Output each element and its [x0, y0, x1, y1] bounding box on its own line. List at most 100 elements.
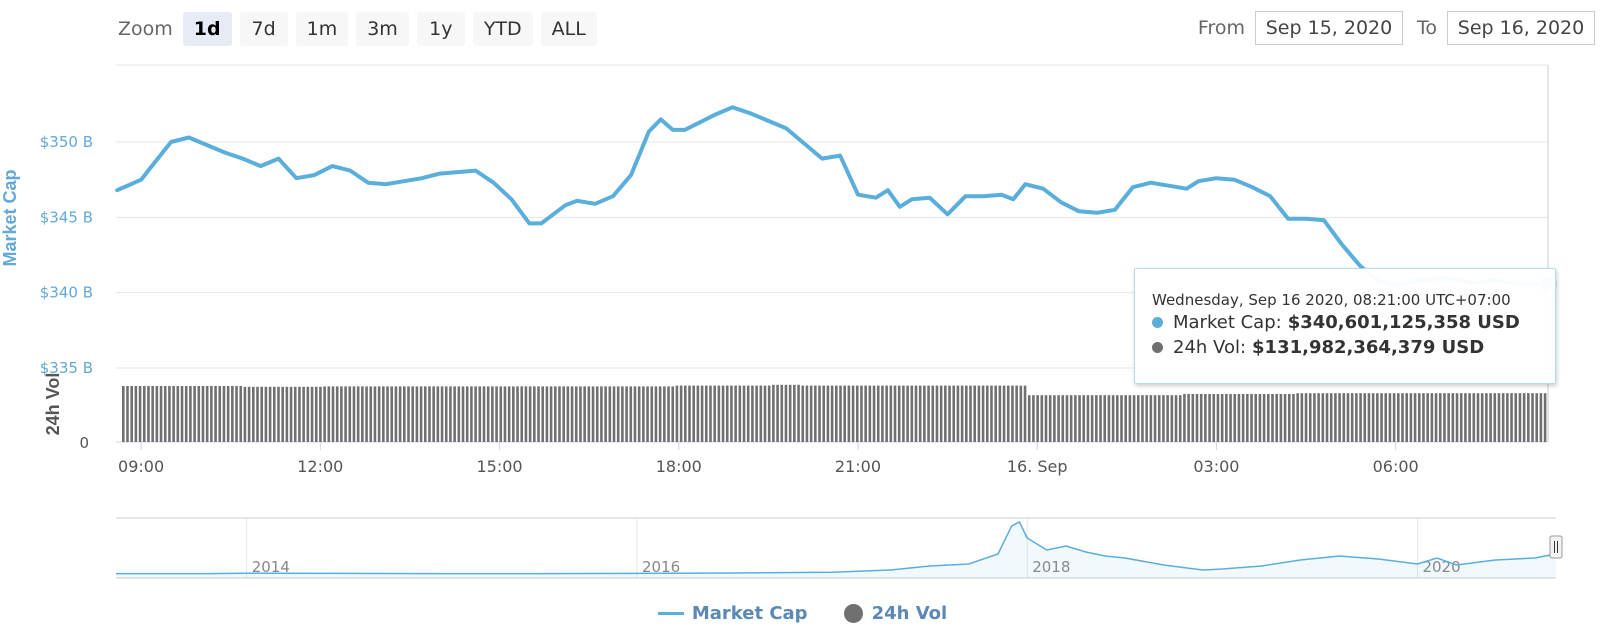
volume-bar [1531, 393, 1534, 442]
volume-bar [1367, 393, 1371, 442]
volume-bar [449, 386, 452, 442]
zoom-3m-button[interactable]: 3m [356, 12, 409, 46]
volume-bar [960, 385, 964, 442]
volume-bar [1539, 393, 1543, 442]
volume-bar [214, 386, 217, 442]
volume-bar [189, 386, 192, 442]
x-tick-label: 18:00 [656, 457, 702, 476]
y2-axis-title: 24h Vol [43, 373, 63, 436]
volume-bar [776, 384, 779, 442]
zoom-7d-button[interactable]: 7d [239, 12, 288, 46]
volume-bar [801, 385, 805, 442]
volume-bar [574, 386, 578, 442]
legend-volume[interactable]: 24h Vol [843, 603, 947, 624]
volume-bar [499, 386, 503, 442]
volume-bar [923, 385, 926, 442]
to-date-input[interactable]: Sep 16, 2020 [1447, 11, 1595, 45]
volume-bar [361, 386, 364, 442]
volume-bar [914, 385, 918, 442]
volume-bar [805, 385, 809, 442]
volume-bar [1023, 385, 1027, 442]
volume-bar [1258, 394, 1262, 442]
volume-bar [1090, 395, 1094, 442]
volume-bar [344, 386, 347, 442]
zoom-1m-button[interactable]: 1m [295, 12, 349, 46]
y-axis-ticks: $335 B $340 B $345 B $350 B [40, 133, 93, 377]
from-date-input[interactable]: Sep 15, 2020 [1254, 11, 1403, 45]
volume-bar [373, 386, 377, 442]
volume-bar [1514, 393, 1518, 442]
volume-bar [1376, 393, 1379, 442]
volume-bar [851, 385, 855, 442]
volume-bar [1535, 393, 1539, 442]
volume-bar [1254, 394, 1258, 442]
volume-bar [1313, 393, 1316, 442]
volume-bar [1308, 393, 1312, 442]
volume-bar [222, 386, 226, 442]
volume-bar [835, 385, 838, 442]
volume-bar [470, 386, 473, 442]
volume-bar [411, 386, 414, 442]
volume-bar [998, 385, 1002, 442]
tooltip-volume-row: 24h Vol: $131,982,364,379 USD [1152, 337, 1484, 358]
navigator[interactable]: 2014 2016 2018 2020 [116, 517, 1563, 579]
volume-bar [742, 385, 746, 442]
volume-bar [1107, 395, 1111, 442]
volume-bar [935, 385, 939, 442]
volume-bar [730, 385, 733, 442]
volume-bar [398, 386, 402, 442]
to-label: To [1416, 17, 1437, 39]
volume-bar [1443, 393, 1446, 442]
volume-bar [134, 386, 138, 442]
volume-bar [352, 386, 356, 442]
volume-bar [231, 386, 234, 442]
volume-bar [864, 385, 867, 442]
volume-bar [1493, 393, 1497, 442]
zoom-all-button[interactable]: ALL [540, 12, 597, 46]
volume-bar [616, 386, 620, 442]
volume-bar [1095, 395, 1098, 442]
volume-bar [474, 386, 477, 442]
volume-bar [1262, 394, 1266, 442]
x-tick-label: 06:00 [1373, 457, 1419, 476]
volume-bar [1321, 393, 1325, 442]
volume-bar [621, 386, 624, 442]
volume-bar [1069, 395, 1073, 442]
volume-bar [272, 386, 276, 442]
volume-bar [1216, 394, 1220, 442]
volume-bar [1078, 395, 1081, 442]
volume-bar [323, 386, 326, 442]
tooltip-volume-label: 24h Vol: [1173, 337, 1247, 358]
volume-bar [549, 386, 553, 442]
volume-bar [289, 386, 293, 442]
volume-bar [1384, 393, 1388, 442]
volume-bar [1241, 394, 1245, 442]
volume-bar [1002, 385, 1006, 442]
volume-bar [839, 385, 842, 442]
volume-bar [1472, 393, 1476, 442]
tooltip-title: Wednesday, Sep 16 2020, 08:21:00 UTC+07:… [1152, 291, 1511, 309]
zoom-1d-button[interactable]: 1d [182, 12, 232, 46]
volume-bar [784, 384, 788, 442]
volume-bar [453, 386, 456, 442]
x-tick-label: 15:00 [476, 457, 522, 476]
market-cap-line [115, 105, 1557, 295]
volume-bar [793, 384, 796, 442]
volume-bar [897, 385, 901, 442]
volume-bar [1497, 393, 1501, 442]
volume-bar [746, 385, 750, 442]
x-tick-label: 03:00 [1193, 457, 1239, 476]
zoom-ytd-button[interactable]: YTD [472, 12, 533, 46]
volume-bar [1141, 395, 1144, 442]
volume-bar [679, 385, 683, 442]
volume-bar [151, 386, 154, 442]
volume-bar [201, 386, 205, 442]
volume-bar [1334, 393, 1337, 442]
volume-bar [268, 386, 272, 442]
volume-bar [1199, 394, 1203, 442]
legend-market-cap[interactable]: Market Cap [657, 603, 808, 624]
zoom-1y-button[interactable]: 1y [416, 12, 465, 46]
volume-bar [335, 386, 339, 442]
volume-bar [1363, 393, 1367, 442]
